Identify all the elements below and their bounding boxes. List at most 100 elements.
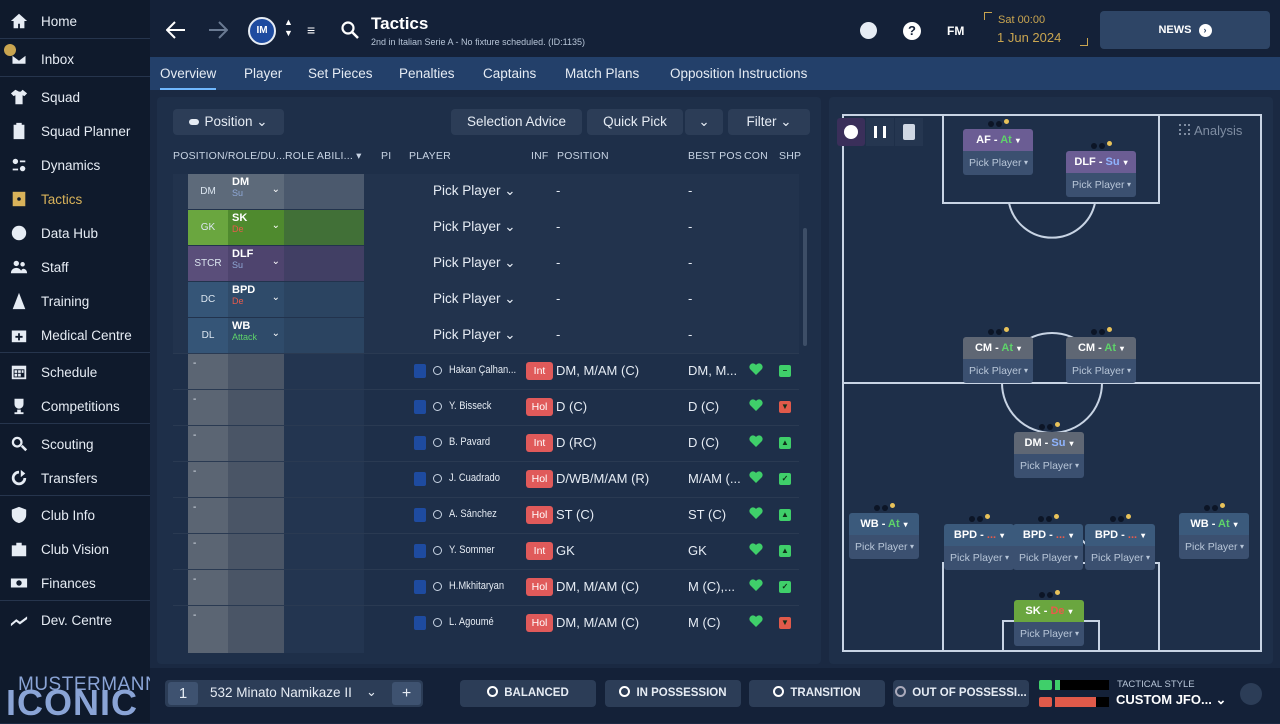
tab-captains[interactable]: Captains	[483, 66, 537, 81]
table-row[interactable]: - Y. Bisseck Hol D (C) D (C) ▼	[173, 389, 799, 425]
tab-set-pieces[interactable]: Set Pieces	[308, 66, 373, 81]
player-name[interactable]: Y. Bisseck	[449, 400, 492, 412]
tactic-name[interactable]: 532 Minato Namikaze II	[210, 685, 352, 700]
player-name[interactable]: Hakan Çalhan...	[449, 364, 517, 376]
role-row[interactable]: DC BPD De ⌄ Pick Player ⌄ - -	[173, 282, 799, 318]
sidebar-item-staff[interactable]: Staff	[0, 250, 150, 284]
club-crest-icon[interactable]: IM	[248, 17, 276, 45]
player-name[interactable]: Y. Sommer	[449, 544, 495, 556]
sidebar-item-tactics[interactable]: Tactics	[0, 182, 150, 216]
pitch-pick-player[interactable]: Pick Player ▾	[1066, 173, 1136, 197]
sidebar-item-inbox[interactable]: Inbox	[0, 42, 150, 76]
sidebar-item-dev-centre[interactable]: Dev. Centre	[0, 603, 150, 637]
position-view-button[interactable]: Position ⌄	[173, 109, 284, 135]
pitch-role[interactable]: BPD - ... ▾	[944, 524, 1014, 546]
news-button[interactable]: NEWS ›	[1100, 11, 1270, 49]
column-header-shp[interactable]: SHP	[779, 150, 802, 162]
tactic-number[interactable]: 1	[168, 682, 198, 705]
sidebar-item-medical-centre[interactable]: Medical Centre	[0, 318, 150, 352]
pick-player-dropdown[interactable]: Pick Player ⌄	[433, 183, 516, 198]
table-row[interactable]: - B. Pavard Int D (RC) D (C) ▲	[173, 425, 799, 461]
tactical-style-dropdown[interactable]: CUSTOM JFO... ⌄	[1116, 692, 1227, 707]
club-switch-chevrons-icon[interactable]: ▲ ▼	[284, 17, 293, 38]
table-row[interactable]: - A. Sánchez Hol ST (C) ST (C) ▲	[173, 497, 799, 533]
quick-pick-dropdown-button[interactable]: ⌄	[685, 109, 723, 135]
scrollbar[interactable]	[803, 228, 807, 346]
column-header-con[interactable]: CON	[744, 150, 768, 162]
tab-player[interactable]: Player	[244, 66, 283, 81]
player-name[interactable]: L. Agoumé	[449, 616, 494, 628]
tab-opposition-instructions[interactable]: Opposition Instructions	[670, 66, 808, 81]
role-selector[interactable]: WB Attack ⌄	[228, 318, 284, 353]
pitch-role[interactable]: DM - Su ▾	[1014, 432, 1084, 454]
back-arrow-icon[interactable]	[166, 21, 186, 39]
role-selector[interactable]: BPD De ⌄	[228, 282, 284, 317]
analysis-button[interactable]: Analysis	[1179, 123, 1242, 138]
role-row[interactable]: GK SK De ⌄ Pick Player ⌄ - -	[173, 210, 799, 246]
role-row[interactable]: DM DM Su ⌄ Pick Player ⌄ - -	[173, 174, 799, 210]
help-icon[interactable]: ?	[903, 22, 921, 40]
table-row[interactable]: - Hakan Çalhan... Int DM, M/AM (C) DM, M... –	[173, 353, 799, 389]
quick-pick-button[interactable]: Quick Pick	[587, 109, 683, 135]
sidebar-item-transfers[interactable]: Transfers	[0, 461, 150, 495]
player-name[interactable]: H.Mkhitaryan	[449, 580, 505, 592]
pitch-role[interactable]: AF - At ▾	[963, 129, 1033, 151]
sidebar-item-finances[interactable]: Finances	[0, 566, 150, 600]
pitch-role[interactable]: CM - At ▾	[963, 337, 1033, 359]
pitch-pick-player[interactable]: Pick Player ▾	[944, 546, 1014, 570]
table-row[interactable]: - Y. Sommer Int GK GK ▲	[173, 533, 799, 569]
sidebar-item-schedule[interactable]: Schedule	[0, 355, 150, 389]
pitch-role[interactable]: DLF - Su ▾	[1066, 151, 1136, 173]
sidebar-item-home[interactable]: Home	[0, 4, 150, 38]
sidebar-item-data-hub[interactable]: Data Hub	[0, 216, 150, 250]
search-icon[interactable]	[341, 21, 359, 39]
pitch-role[interactable]: SK - De ▾	[1014, 600, 1084, 622]
sidebar-item-club-info[interactable]: Club Info	[0, 498, 150, 532]
position-label[interactable]: DM	[188, 174, 228, 209]
out-of-possession-button[interactable]: OUT OF POSSESSI...	[893, 680, 1029, 707]
pitch-role[interactable]: WB - At ▾	[849, 513, 919, 535]
sidebar-item-club-vision[interactable]: Club Vision	[0, 532, 150, 566]
column-header-role-ability[interactable]: ROLE ABILI... ▾	[285, 150, 362, 162]
pitch-role[interactable]: WB - At ▾	[1179, 513, 1249, 535]
chart-view-toggle[interactable]	[866, 118, 894, 146]
tab-penalties[interactable]: Penalties	[399, 66, 455, 81]
ball-icon[interactable]	[860, 22, 877, 39]
pitch-position-card[interactable]: WB - At ▾ Pick Player ▾	[849, 513, 919, 559]
pitch-role[interactable]: CM - At ▾	[1066, 337, 1136, 359]
menu-icon[interactable]: ≡	[307, 22, 316, 38]
position-label[interactable]: GK	[188, 210, 228, 245]
pitch-pick-player[interactable]: Pick Player ▾	[1085, 546, 1155, 570]
filter-button[interactable]: Filter ⌄	[728, 109, 810, 135]
role-selector[interactable]: DLF Su ⌄	[228, 246, 284, 281]
pitch-position-card[interactable]: BPD - ... ▾ Pick Player ▾	[1013, 524, 1083, 570]
selection-advice-button[interactable]: Selection Advice	[451, 109, 582, 135]
sidebar-item-dynamics[interactable]: Dynamics	[0, 148, 150, 182]
pitch-position-card[interactable]: CM - At ▾ Pick Player ▾	[1066, 337, 1136, 383]
pitch-pick-player[interactable]: Pick Player ▾	[1014, 622, 1084, 646]
role-row[interactable]: DL WB Attack ⌄ Pick Player ⌄ - -	[173, 318, 799, 354]
player-name[interactable]: A. Sánchez	[449, 508, 497, 520]
pitch-position-card[interactable]: BPD - ... ▾ Pick Player ▾	[944, 524, 1014, 570]
pick-player-dropdown[interactable]: Pick Player ⌄	[433, 291, 516, 306]
transition-button[interactable]: TRANSITION	[749, 680, 885, 707]
sidebar-item-training[interactable]: Training	[0, 284, 150, 318]
pitch-pick-player[interactable]: Pick Player ▾	[963, 359, 1033, 383]
sidebar-item-squad[interactable]: Squad	[0, 80, 150, 114]
pick-player-dropdown[interactable]: Pick Player ⌄	[433, 255, 516, 270]
tactic-slot-selector[interactable]	[165, 680, 423, 707]
pitch-role[interactable]: BPD - ... ▾	[1085, 524, 1155, 546]
role-row[interactable]: STCR DLF Su ⌄ Pick Player ⌄ - -	[173, 246, 799, 282]
pitch-role[interactable]: BPD - ... ▾	[1013, 524, 1083, 546]
table-row[interactable]: - H.Mkhitaryan Hol DM, M/AM (C) M (C),... ✓	[173, 569, 799, 605]
pitch-pick-player[interactable]: Pick Player ▾	[1013, 546, 1083, 570]
pitch-pick-player[interactable]: Pick Player ▾	[1179, 535, 1249, 559]
column-header-inf[interactable]: INF	[531, 150, 549, 162]
column-header-best-pos[interactable]: BEST POS	[688, 150, 742, 162]
pitch-pick-player[interactable]: Pick Player ▾	[963, 151, 1033, 175]
column-header-position-role-duty[interactable]: POSITION/ROLE/DU...	[173, 150, 286, 162]
pick-player-dropdown[interactable]: Pick Player ⌄	[433, 327, 516, 342]
pitch-pick-player[interactable]: Pick Player ▾	[849, 535, 919, 559]
sidebar-item-squad-planner[interactable]: Squad Planner	[0, 114, 150, 148]
sidebar-item-competitions[interactable]: Competitions	[0, 389, 150, 423]
